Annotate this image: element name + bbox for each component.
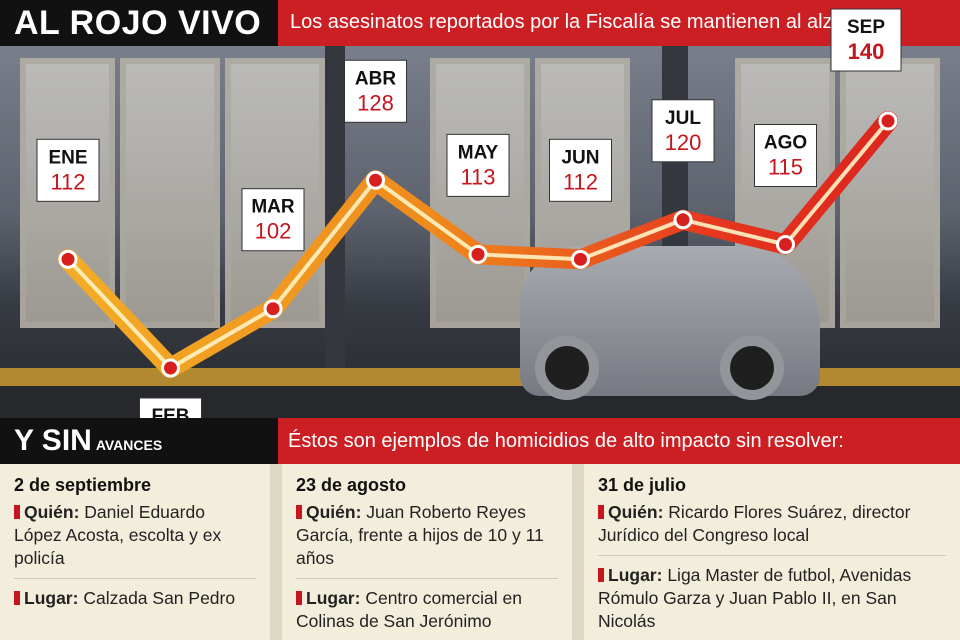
case-where-text: Centro comercial en Colinas de San Jerón… (296, 588, 522, 631)
case-where-label: Lugar: (306, 588, 361, 608)
case-card: 31 de julio Quién: Ricardo Flores Suárez… (572, 464, 960, 640)
section-title: Y SIN AVANCES (0, 418, 278, 464)
headline-subtitle: Los asesinatos reportados por la Fiscalí… (290, 11, 850, 33)
series-points (58, 111, 898, 378)
data-label-box (754, 124, 817, 187)
case-who-label: Quién: (608, 502, 664, 522)
tick-label: AGO (764, 133, 807, 154)
bullet-icon (598, 505, 604, 519)
data-label-box (446, 133, 510, 197)
headline-title: AL ROJO VIVO (0, 0, 278, 46)
divider (14, 578, 256, 579)
value-label: 128 (357, 90, 394, 115)
cases-columns: 2 de septiembre Quién: Daniel Eduardo Ló… (0, 464, 960, 640)
case-where-label: Lugar: (608, 565, 663, 585)
case-who-label: Quién: (306, 502, 362, 522)
value-label: 140 (848, 39, 885, 64)
bullet-icon (598, 568, 604, 582)
data-point-ago (776, 235, 795, 254)
divider (598, 555, 946, 556)
tick-label: MAY (458, 142, 499, 163)
bullet-icon (14, 591, 20, 605)
data-point-feb (161, 358, 180, 378)
value-label: 102 (255, 219, 292, 244)
tick-label: JUL (665, 108, 701, 129)
case-date: 31 de julio (598, 475, 687, 495)
bullet-icon (14, 505, 20, 519)
value-label: 120 (665, 130, 702, 155)
value-label: 115 (768, 155, 803, 180)
data-point-jul (673, 210, 693, 230)
tick-label: ABR (355, 68, 396, 89)
data-label-box (36, 138, 100, 202)
case-who: Quién: Ricardo Flores Suárez, director J… (598, 501, 946, 547)
data-label-box (651, 99, 715, 163)
case-where-text: Calzada San Pedro (83, 588, 236, 608)
case-who-text: Ricardo Flores Suárez, director Jurídico… (598, 502, 911, 545)
section-subtitle: Éstos son ejemplos de homicidios de alto… (288, 430, 844, 452)
case-who-text: Daniel Eduardo López Acosta, escolta y e… (14, 502, 222, 568)
photo-window (120, 58, 220, 328)
data-point-sep (878, 111, 898, 131)
data-point-mar (263, 299, 283, 319)
case-date: 2 de septiembre (14, 475, 152, 495)
value-label: 113 (460, 164, 495, 189)
tick-label: SEP (847, 17, 885, 38)
case-where: Lugar: Liga Master de futbol, Avenidas R… (598, 564, 946, 633)
case-who-label: Quién: (24, 502, 80, 522)
tick-label: JUN (561, 147, 599, 168)
bullet-icon (296, 591, 302, 605)
data-point-may (468, 244, 488, 264)
case-card: 23 de agosto Quién: Juan Roberto Reyes G… (270, 464, 572, 640)
section-title-main: Y SIN (14, 424, 92, 457)
data-point-jun (571, 249, 590, 269)
case-who-text: Juan Roberto Reyes García, frente a hijo… (296, 502, 544, 568)
divider (296, 578, 558, 579)
case-card: 2 de septiembre Quién: Daniel Eduardo Ló… (0, 464, 270, 640)
case-where: Lugar: Calzada San Pedro (14, 587, 256, 610)
data-label-box (344, 59, 407, 123)
data-point-abr (366, 170, 385, 190)
case-who: Quién: Juan Roberto Reyes García, frente… (296, 501, 558, 570)
photo-window (840, 58, 940, 328)
case-where: Lugar: Centro comercial en Colinas de Sa… (296, 587, 558, 633)
photo-car-wheel (720, 336, 784, 400)
data-labels: ENE112FEB90MAR102ABR128MAY113JUN112JUL12… (36, 8, 902, 461)
data-label-box (241, 188, 305, 252)
data-label-box (830, 8, 902, 72)
case-date: 23 de agosto (296, 475, 407, 495)
section-title-small: AVANCES (95, 437, 163, 453)
homicides-line-chart: ENE112FEB90MAR102ABR128MAY113JUN112JUL12… (36, 8, 902, 461)
case-where-label: Lugar: (24, 588, 79, 608)
case-who: Quién: Daniel Eduardo López Acosta, esco… (14, 501, 256, 570)
case-where-text: Liga Master de futbol, Avenidas Rómulo G… (598, 565, 912, 631)
value-label: 112 (50, 169, 85, 194)
data-label-box (549, 138, 612, 202)
tick-label: ENE (48, 147, 87, 168)
photo-car-wheel (535, 336, 599, 400)
bullet-icon (296, 505, 302, 519)
value-label: 112 (563, 169, 598, 194)
tick-label: MAR (251, 197, 295, 218)
data-point-ene (58, 249, 78, 269)
